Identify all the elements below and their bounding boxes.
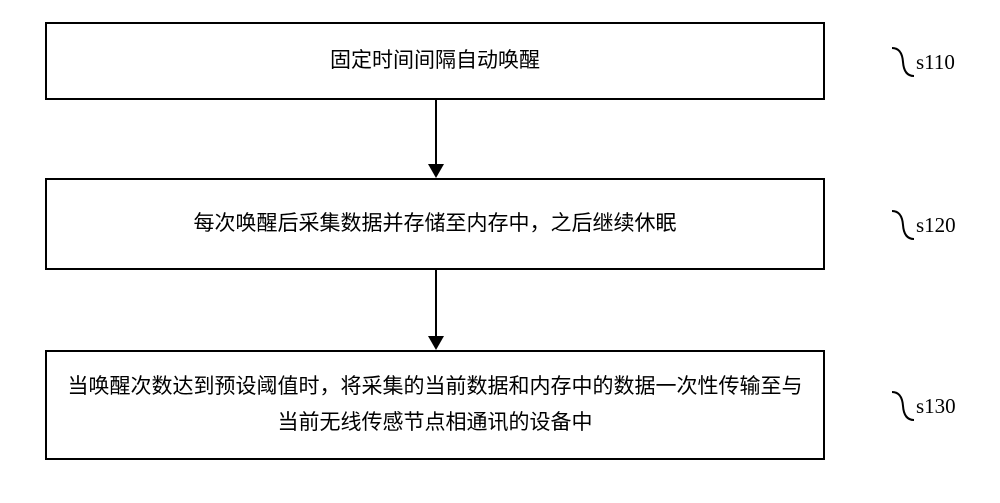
flow-box-n1: 固定时间间隔自动唤醒 <box>45 22 825 100</box>
arrow-head-icon <box>428 336 444 350</box>
brace-icon <box>892 205 914 245</box>
flow-box-text: 固定时间间隔自动唤醒 <box>330 43 540 79</box>
flow-box-n3: 当唤醒次数达到预设阈值时，将采集的当前数据和内存中的数据一次性传输至与当前无线传… <box>45 350 825 460</box>
step-label: s110 <box>892 42 955 82</box>
step-label-text: s120 <box>916 213 956 238</box>
flow-box-n2: 每次唤醒后采集数据并存储至内存中，之后继续休眠 <box>45 178 825 270</box>
flow-box-text: 每次唤醒后采集数据并存储至内存中，之后继续休眠 <box>194 206 677 242</box>
step-label-text: s130 <box>916 394 956 419</box>
flow-box-text: 当唤醒次数达到预设阈值时，将采集的当前数据和内存中的数据一次性传输至与当前无线传… <box>67 369 803 440</box>
arrow-line <box>435 100 437 164</box>
brace-icon <box>892 42 914 82</box>
step-label-text: s110 <box>916 50 955 75</box>
step-label: s120 <box>892 205 956 245</box>
arrow-line <box>435 270 437 336</box>
brace-icon <box>892 386 914 426</box>
arrow-head-icon <box>428 164 444 178</box>
step-label: s130 <box>892 386 956 426</box>
